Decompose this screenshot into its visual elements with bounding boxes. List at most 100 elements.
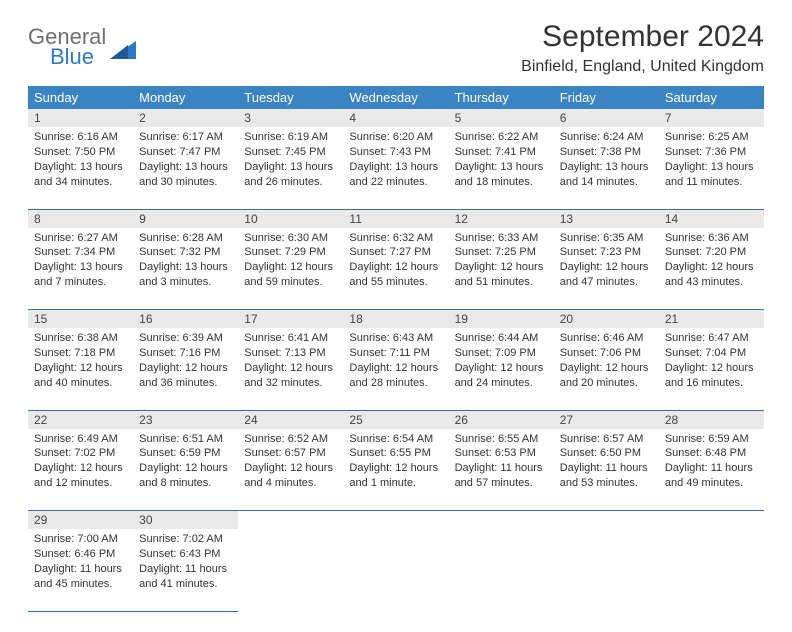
day-details: Sunrise: 6:19 AMSunset: 7:45 PMDaylight:…	[238, 127, 343, 195]
logo-word-blue: Blue	[50, 46, 106, 68]
day-number-row: 22232425262728	[28, 410, 764, 429]
sunrise-text: Sunrise: 6:52 AM	[244, 432, 337, 447]
day-number-row: 2930	[28, 511, 764, 530]
daylight-line1: Daylight: 12 hours	[244, 260, 337, 275]
day-details: Sunrise: 6:52 AMSunset: 6:57 PMDaylight:…	[238, 429, 343, 497]
sunset-text: Sunset: 7:38 PM	[560, 145, 653, 160]
weekday-header: Monday	[133, 86, 238, 109]
daylight-line2: and 12 minutes.	[34, 476, 127, 491]
sunrise-text: Sunrise: 6:49 AM	[34, 432, 127, 447]
sunset-text: Sunset: 7:04 PM	[665, 346, 758, 361]
calendar-table: Sunday Monday Tuesday Wednesday Thursday…	[28, 86, 764, 612]
daylight-line2: and 24 minutes.	[455, 376, 548, 391]
day-details: Sunrise: 6:51 AMSunset: 6:59 PMDaylight:…	[133, 429, 238, 497]
daylight-line1: Daylight: 13 hours	[139, 160, 232, 175]
daylight-line1: Daylight: 12 hours	[349, 461, 442, 476]
daylight-line2: and 28 minutes.	[349, 376, 442, 391]
day-number: 25	[343, 410, 448, 429]
daylight-line1: Daylight: 13 hours	[139, 260, 232, 275]
day-cell: Sunrise: 6:30 AMSunset: 7:29 PMDaylight:…	[238, 228, 343, 310]
daylight-line2: and 16 minutes.	[665, 376, 758, 391]
day-number: 20	[554, 310, 659, 329]
day-details: Sunrise: 6:30 AMSunset: 7:29 PMDaylight:…	[238, 228, 343, 296]
daylight-line1: Daylight: 12 hours	[34, 361, 127, 376]
weekday-header-row: Sunday Monday Tuesday Wednesday Thursday…	[28, 86, 764, 109]
sunset-text: Sunset: 6:57 PM	[244, 446, 337, 461]
daylight-line1: Daylight: 12 hours	[139, 361, 232, 376]
day-cell: Sunrise: 6:25 AMSunset: 7:36 PMDaylight:…	[659, 127, 764, 209]
day-number: 23	[133, 410, 238, 429]
day-cell: Sunrise: 6:47 AMSunset: 7:04 PMDaylight:…	[659, 328, 764, 410]
day-cell: Sunrise: 6:38 AMSunset: 7:18 PMDaylight:…	[28, 328, 133, 410]
day-number: 6	[554, 109, 659, 127]
calendar-page: General Blue September 2024 Binfield, En…	[0, 0, 792, 632]
sunset-text: Sunset: 7:50 PM	[34, 145, 127, 160]
weekday-header: Wednesday	[343, 86, 448, 109]
sunrise-text: Sunrise: 7:00 AM	[34, 532, 127, 547]
day-cell	[449, 529, 554, 611]
sunset-text: Sunset: 7:13 PM	[244, 346, 337, 361]
sunset-text: Sunset: 6:50 PM	[560, 446, 653, 461]
day-cell: Sunrise: 6:20 AMSunset: 7:43 PMDaylight:…	[343, 127, 448, 209]
day-cell: Sunrise: 6:49 AMSunset: 7:02 PMDaylight:…	[28, 429, 133, 511]
sunset-text: Sunset: 7:25 PM	[455, 245, 548, 260]
day-cell: Sunrise: 6:22 AMSunset: 7:41 PMDaylight:…	[449, 127, 554, 209]
daylight-line1: Daylight: 13 hours	[244, 160, 337, 175]
daylight-line1: Daylight: 12 hours	[244, 461, 337, 476]
daylight-line1: Daylight: 13 hours	[455, 160, 548, 175]
sunrise-text: Sunrise: 6:22 AM	[455, 130, 548, 145]
daylight-line1: Daylight: 12 hours	[139, 461, 232, 476]
daylight-line2: and 36 minutes.	[139, 376, 232, 391]
sunset-text: Sunset: 7:11 PM	[349, 346, 442, 361]
daylight-line1: Daylight: 12 hours	[244, 361, 337, 376]
sunrise-text: Sunrise: 6:54 AM	[349, 432, 442, 447]
daylight-line1: Daylight: 13 hours	[560, 160, 653, 175]
sunset-text: Sunset: 7:02 PM	[34, 446, 127, 461]
sunset-text: Sunset: 7:32 PM	[139, 245, 232, 260]
sunset-text: Sunset: 7:34 PM	[34, 245, 127, 260]
day-cell: Sunrise: 6:16 AMSunset: 7:50 PMDaylight:…	[28, 127, 133, 209]
daylight-line2: and 22 minutes.	[349, 175, 442, 190]
day-content-row: Sunrise: 6:49 AMSunset: 7:02 PM Daylight:…	[28, 429, 764, 511]
daylight-line1: Daylight: 12 hours	[560, 361, 653, 376]
day-number: 19	[449, 310, 554, 329]
day-cell: Sunrise: 6:52 AMSunset: 6:57 PMDaylight:…	[238, 429, 343, 511]
day-cell: Sunrise: 6:54 AMSunset: 6:55 PMDaylight:…	[343, 429, 448, 511]
day-cell: Sunrise: 6:33 AMSunset: 7:25 PMDaylight:…	[449, 228, 554, 310]
daylight-line1: Daylight: 12 hours	[349, 260, 442, 275]
day-details: Sunrise: 6:59 AMSunset: 6:48 PMDaylight:…	[659, 429, 764, 497]
daylight-line2: and 41 minutes.	[139, 577, 232, 592]
day-cell: Sunrise: 6:59 AMSunset: 6:48 PMDaylight:…	[659, 429, 764, 511]
day-cell: Sunrise: 6:27 AMSunset: 7:34 PMDaylight:…	[28, 228, 133, 310]
daylight-line1: Daylight: 11 hours	[455, 461, 548, 476]
sunrise-text: Sunrise: 6:36 AM	[665, 231, 758, 246]
sunset-text: Sunset: 7:20 PM	[665, 245, 758, 260]
day-number: 27	[554, 410, 659, 429]
day-number: 12	[449, 209, 554, 228]
day-number-row: 15161718192021	[28, 310, 764, 329]
day-number: 2	[133, 109, 238, 127]
sunrise-text: Sunrise: 6:51 AM	[139, 432, 232, 447]
day-number: 16	[133, 310, 238, 329]
day-number-row: 1234567	[28, 109, 764, 127]
day-details: Sunrise: 6:25 AMSunset: 7:36 PMDaylight:…	[659, 127, 764, 195]
daylight-line2: and 45 minutes.	[34, 577, 127, 592]
daylight-line1: Daylight: 12 hours	[455, 361, 548, 376]
sunset-text: Sunset: 6:46 PM	[34, 547, 127, 562]
sunset-text: Sunset: 6:59 PM	[139, 446, 232, 461]
sunrise-text: Sunrise: 6:19 AM	[244, 130, 337, 145]
day-details: Sunrise: 6:41 AMSunset: 7:13 PMDaylight:…	[238, 328, 343, 396]
day-number: 10	[238, 209, 343, 228]
day-number	[449, 511, 554, 530]
sunrise-text: Sunrise: 6:16 AM	[34, 130, 127, 145]
daylight-line1: Daylight: 13 hours	[34, 260, 127, 275]
sunrise-text: Sunrise: 6:17 AM	[139, 130, 232, 145]
day-details: Sunrise: 6:36 AMSunset: 7:20 PMDaylight:…	[659, 228, 764, 296]
day-cell: Sunrise: 6:36 AMSunset: 7:20 PMDaylight:…	[659, 228, 764, 310]
page-header: General Blue September 2024 Binfield, En…	[28, 20, 764, 76]
title-block: September 2024 Binfield, England, United…	[521, 20, 764, 76]
day-cell: Sunrise: 6:55 AMSunset: 6:53 PMDaylight:…	[449, 429, 554, 511]
weekday-header: Friday	[554, 86, 659, 109]
day-number: 7	[659, 109, 764, 127]
sunset-text: Sunset: 7:29 PM	[244, 245, 337, 260]
